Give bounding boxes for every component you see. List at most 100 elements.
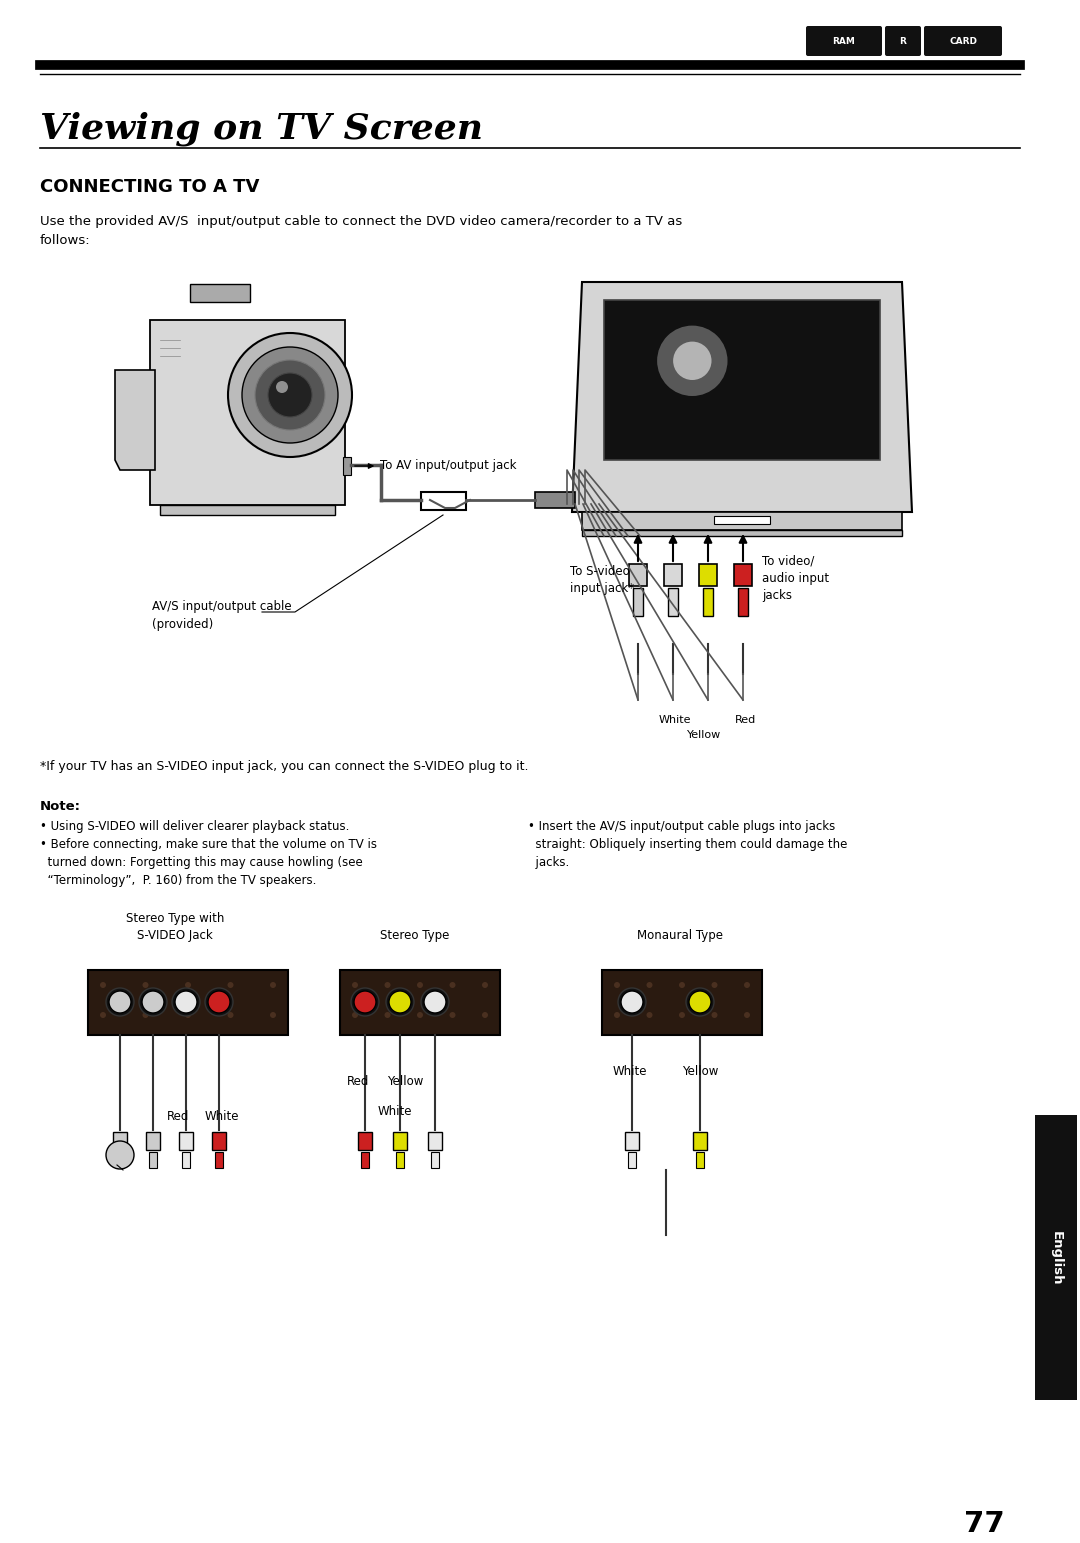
Circle shape	[270, 1012, 276, 1018]
Circle shape	[228, 333, 352, 457]
Text: • Using S-VIDEO will deliver clearer playback status.: • Using S-VIDEO will deliver clearer pla…	[40, 819, 349, 833]
Bar	[582, 529, 902, 535]
Circle shape	[141, 991, 164, 1014]
Circle shape	[354, 991, 376, 1014]
Bar	[340, 971, 500, 1035]
Bar	[582, 512, 902, 529]
Bar	[633, 588, 643, 616]
Circle shape	[143, 1012, 149, 1018]
FancyBboxPatch shape	[885, 26, 921, 56]
Bar	[215, 1153, 222, 1168]
Circle shape	[712, 1012, 717, 1018]
Text: Red: Red	[166, 1109, 189, 1123]
Circle shape	[424, 991, 446, 1014]
Bar	[428, 1133, 442, 1150]
Circle shape	[100, 981, 106, 988]
Text: Stereo Type: Stereo Type	[380, 929, 449, 941]
Text: To AV input/output jack: To AV input/output jack	[354, 460, 516, 472]
Polygon shape	[572, 282, 912, 512]
Bar	[146, 1133, 160, 1150]
Circle shape	[172, 988, 200, 1015]
Circle shape	[276, 381, 288, 393]
Text: AV/S input/output cable: AV/S input/output cable	[152, 600, 292, 613]
Circle shape	[228, 981, 233, 988]
Polygon shape	[114, 370, 156, 471]
FancyBboxPatch shape	[924, 26, 1002, 56]
Circle shape	[744, 1012, 750, 1018]
Circle shape	[615, 981, 620, 988]
Circle shape	[647, 1012, 652, 1018]
Circle shape	[389, 991, 411, 1014]
Bar	[183, 1153, 190, 1168]
Bar	[113, 1133, 127, 1150]
Circle shape	[208, 991, 230, 1014]
Text: White: White	[205, 1109, 240, 1123]
Circle shape	[242, 347, 338, 443]
Bar	[629, 565, 647, 586]
Bar	[190, 284, 249, 302]
Circle shape	[185, 981, 191, 988]
Circle shape	[647, 981, 652, 988]
Circle shape	[351, 988, 379, 1015]
Bar	[703, 588, 713, 616]
Circle shape	[421, 988, 449, 1015]
Bar	[734, 565, 752, 586]
Circle shape	[679, 981, 685, 988]
Text: R: R	[900, 37, 906, 45]
Text: To S-video
input jack*: To S-video input jack*	[570, 565, 634, 596]
Text: RAM: RAM	[833, 37, 855, 45]
Bar	[627, 1153, 636, 1168]
Bar	[604, 299, 880, 460]
Text: To video/
audio input
jacks: To video/ audio input jacks	[762, 555, 829, 602]
Bar	[696, 1153, 704, 1168]
Circle shape	[352, 1012, 357, 1018]
Circle shape	[143, 981, 149, 988]
Text: Red: Red	[734, 714, 756, 725]
Circle shape	[686, 988, 714, 1015]
Text: Monaural Type: Monaural Type	[637, 929, 723, 941]
Circle shape	[228, 1012, 233, 1018]
Bar	[602, 971, 762, 1035]
Bar	[431, 1153, 438, 1168]
Circle shape	[139, 988, 167, 1015]
Bar	[669, 588, 678, 616]
Circle shape	[352, 981, 357, 988]
Circle shape	[384, 981, 391, 988]
Text: • Before connecting, make sure that the volume on TV is
  turned down: Forgettin: • Before connecting, make sure that the …	[40, 838, 377, 887]
Bar	[421, 492, 465, 511]
Text: *If your TV has an S-VIDEO input jack, you can connect the S-VIDEO plug to it.: *If your TV has an S-VIDEO input jack, y…	[40, 761, 528, 773]
Circle shape	[109, 991, 131, 1014]
Bar	[396, 1153, 404, 1168]
Text: White: White	[378, 1105, 413, 1119]
Circle shape	[106, 1140, 134, 1170]
Bar	[116, 1153, 124, 1168]
Circle shape	[384, 1012, 391, 1018]
FancyBboxPatch shape	[806, 26, 882, 56]
Circle shape	[449, 981, 456, 988]
Bar	[1035, 1116, 1077, 1400]
Circle shape	[270, 981, 276, 988]
Circle shape	[205, 988, 233, 1015]
Circle shape	[621, 991, 643, 1014]
Text: Viewing on TV Screen: Viewing on TV Screen	[40, 113, 483, 147]
Text: Yellow: Yellow	[387, 1075, 423, 1088]
Bar	[699, 565, 717, 586]
Circle shape	[449, 1012, 456, 1018]
Circle shape	[673, 341, 712, 380]
Text: Red: Red	[347, 1075, 369, 1088]
Circle shape	[386, 988, 414, 1015]
Bar	[625, 1133, 639, 1150]
Circle shape	[175, 991, 197, 1014]
Bar	[535, 492, 575, 508]
Circle shape	[615, 1012, 620, 1018]
Text: White: White	[612, 1065, 647, 1079]
Circle shape	[679, 1012, 685, 1018]
Text: CARD: CARD	[949, 37, 977, 45]
Circle shape	[268, 373, 312, 417]
Text: 77: 77	[964, 1511, 1005, 1538]
Circle shape	[100, 1012, 106, 1018]
Text: English: English	[1050, 1231, 1063, 1285]
Circle shape	[417, 981, 423, 988]
Bar	[212, 1133, 226, 1150]
Circle shape	[689, 991, 711, 1014]
